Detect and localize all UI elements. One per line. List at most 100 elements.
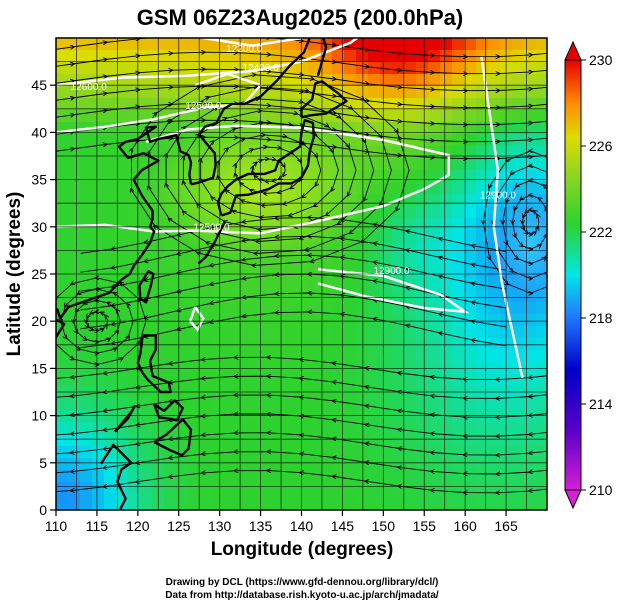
- field-cell: [464, 110, 477, 123]
- field-cell: [404, 218, 417, 231]
- x-tick-label: 155: [413, 518, 437, 534]
- field-cell: [524, 62, 537, 75]
- field-cell: [296, 314, 309, 327]
- field-cell: [464, 410, 477, 423]
- field-cell: [176, 350, 189, 363]
- field-cell: [92, 266, 105, 279]
- field-cell: [476, 158, 489, 171]
- field-cell: [416, 62, 429, 75]
- footer-credit-data: Data from http://database.rish.kyoto-u.a…: [165, 590, 439, 601]
- field-cell: [536, 110, 547, 123]
- x-tick-label: 110: [45, 518, 68, 534]
- field-cell: [440, 398, 453, 411]
- field-cell: [452, 134, 465, 147]
- field-cell: [200, 338, 213, 351]
- field-cell: [392, 482, 405, 495]
- field-cell: [404, 110, 417, 123]
- field-cell: [440, 110, 453, 123]
- field-cell: [80, 170, 93, 183]
- field-cell: [260, 482, 273, 495]
- field-cell: [56, 38, 69, 51]
- field-cell: [464, 146, 477, 159]
- field-cell: [188, 506, 201, 510]
- field-cell: [104, 62, 117, 75]
- field-cell: [248, 326, 261, 339]
- field-cell: [248, 470, 261, 483]
- field-cell: [452, 350, 465, 363]
- field-cell: [68, 242, 81, 255]
- field-cell: [392, 350, 405, 363]
- field-cell: [176, 458, 189, 471]
- field-cell: [464, 230, 477, 243]
- field-cell: [92, 506, 105, 510]
- field-cell: [296, 266, 309, 279]
- field-cell: [200, 458, 213, 471]
- field-cell: [56, 230, 69, 243]
- field-cell: [188, 458, 201, 471]
- field-cell: [380, 350, 393, 363]
- field-cell: [296, 374, 309, 387]
- field-cell: [524, 350, 537, 363]
- field-cell: [68, 206, 81, 219]
- field-cell: [476, 470, 489, 483]
- field-cell: [308, 470, 321, 483]
- field-cell: [236, 482, 249, 495]
- x-tick-label: 125: [167, 518, 191, 534]
- field-cell: [308, 290, 321, 303]
- field-cell: [536, 374, 547, 387]
- field-cell: [380, 494, 393, 507]
- field-cell: [476, 458, 489, 471]
- field-cell: [464, 266, 477, 279]
- field-cell: [164, 314, 177, 327]
- field-cell: [356, 242, 369, 255]
- field-cell: [104, 230, 117, 243]
- field-cell: [140, 50, 153, 63]
- field-cell: [380, 338, 393, 351]
- field-cell: [80, 410, 93, 423]
- field-cell: [380, 182, 393, 195]
- field-cell: [536, 338, 547, 351]
- field-cell: [428, 158, 441, 171]
- field-cell: [68, 218, 81, 231]
- y-tick-label: 10: [31, 408, 47, 424]
- field-cell: [236, 86, 249, 99]
- field-cell: [512, 86, 525, 99]
- x-axis-ticks: 110 115 120 125 130 135 140 145 150 155 160 165: [45, 510, 518, 534]
- field-cell: [368, 494, 381, 507]
- field-cell: [68, 110, 81, 123]
- field-cell: [416, 254, 429, 267]
- y-tick-label: 35: [31, 172, 47, 188]
- field-cell: [80, 458, 93, 471]
- field-cell: [116, 158, 129, 171]
- field-cell: [296, 494, 309, 507]
- y-tick-label: 15: [31, 360, 47, 376]
- field-cell: [416, 74, 429, 87]
- field-cell: [344, 422, 357, 435]
- field-cell: [392, 494, 405, 507]
- field-cell: [248, 278, 261, 291]
- field-cell: [452, 290, 465, 303]
- field-cell: [524, 494, 537, 507]
- field-cell: [476, 410, 489, 423]
- field-cell: [116, 194, 129, 207]
- field-cell: [116, 434, 129, 447]
- field-cell: [356, 374, 369, 387]
- field-cell: [452, 374, 465, 387]
- field-cell: [368, 326, 381, 339]
- field-cell: [236, 494, 249, 507]
- field-cell: [392, 506, 405, 510]
- field-cell: [68, 326, 81, 339]
- field-cell: [512, 494, 525, 507]
- field-cell: [308, 458, 321, 471]
- field-cell: [392, 74, 405, 87]
- field-cell: [284, 266, 297, 279]
- colorbar-tick-label: 218: [589, 310, 613, 326]
- field-cell: [56, 194, 69, 207]
- field-cell: [488, 458, 501, 471]
- field-cell: [524, 314, 537, 327]
- field-cell: [68, 482, 81, 495]
- field-cell: [104, 146, 117, 159]
- field-cell: [464, 494, 477, 507]
- field-cell: [296, 422, 309, 435]
- field-cell: [368, 422, 381, 435]
